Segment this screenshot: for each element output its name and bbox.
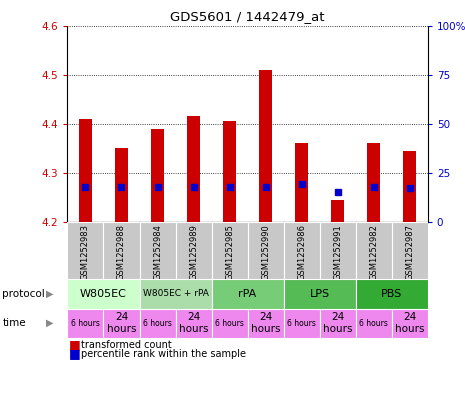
Bar: [247, 309, 284, 338]
Bar: [140, 309, 175, 338]
Bar: [67, 309, 103, 338]
Bar: [356, 279, 428, 309]
Text: 6 hours: 6 hours: [71, 319, 100, 328]
Bar: [332, 200, 344, 222]
Bar: [79, 119, 92, 222]
Bar: [356, 309, 392, 338]
Bar: [140, 222, 175, 279]
Text: GSM1252990: GSM1252990: [261, 224, 270, 279]
Bar: [151, 129, 164, 222]
Text: GSM1252987: GSM1252987: [405, 224, 414, 280]
Bar: [392, 222, 428, 279]
Text: percentile rank within the sample: percentile rank within the sample: [81, 349, 246, 359]
Bar: [103, 309, 140, 338]
Bar: [320, 222, 356, 279]
Text: 6 hours: 6 hours: [143, 319, 172, 328]
Bar: [404, 151, 416, 222]
Bar: [175, 222, 212, 279]
Bar: [284, 222, 320, 279]
Text: 6 hours: 6 hours: [215, 319, 244, 328]
Text: 24
hours: 24 hours: [179, 312, 208, 334]
Text: rPA: rPA: [239, 289, 257, 299]
Bar: [140, 279, 212, 309]
Bar: [187, 116, 200, 222]
Text: PBS: PBS: [381, 289, 402, 299]
Text: ■: ■: [69, 338, 80, 351]
Text: W805EC: W805EC: [80, 289, 127, 299]
Text: GSM1252986: GSM1252986: [297, 224, 306, 280]
Bar: [320, 309, 356, 338]
Text: 24
hours: 24 hours: [251, 312, 280, 334]
Text: LPS: LPS: [310, 289, 330, 299]
Text: ■: ■: [69, 347, 80, 360]
Text: GSM1252983: GSM1252983: [81, 224, 90, 280]
Text: W805EC + rPA: W805EC + rPA: [143, 289, 208, 298]
Text: GSM1252985: GSM1252985: [225, 224, 234, 280]
Title: GDS5601 / 1442479_at: GDS5601 / 1442479_at: [170, 10, 325, 23]
Bar: [356, 222, 392, 279]
Text: 24
hours: 24 hours: [323, 312, 352, 334]
Text: 6 hours: 6 hours: [287, 319, 316, 328]
Bar: [212, 279, 284, 309]
Bar: [259, 70, 272, 222]
Bar: [212, 222, 247, 279]
Bar: [284, 279, 356, 309]
Text: 6 hours: 6 hours: [359, 319, 388, 328]
Bar: [175, 309, 212, 338]
Text: ▶: ▶: [46, 318, 53, 328]
Text: ▶: ▶: [46, 289, 53, 299]
Text: time: time: [2, 318, 26, 328]
Text: GSM1252991: GSM1252991: [333, 224, 342, 279]
Bar: [67, 222, 103, 279]
Text: 24
hours: 24 hours: [107, 312, 136, 334]
Bar: [103, 222, 140, 279]
Bar: [367, 143, 380, 222]
Bar: [67, 279, 140, 309]
Text: protocol: protocol: [2, 289, 45, 299]
Bar: [223, 121, 236, 222]
Bar: [392, 309, 428, 338]
Bar: [247, 222, 284, 279]
Text: GSM1252984: GSM1252984: [153, 224, 162, 280]
Bar: [115, 149, 128, 222]
Text: GSM1252989: GSM1252989: [189, 224, 198, 280]
Bar: [212, 309, 247, 338]
Text: 24
hours: 24 hours: [395, 312, 425, 334]
Bar: [295, 143, 308, 222]
Text: GSM1252988: GSM1252988: [117, 224, 126, 280]
Text: transformed count: transformed count: [81, 340, 172, 350]
Text: GSM1252982: GSM1252982: [369, 224, 378, 280]
Bar: [284, 309, 320, 338]
